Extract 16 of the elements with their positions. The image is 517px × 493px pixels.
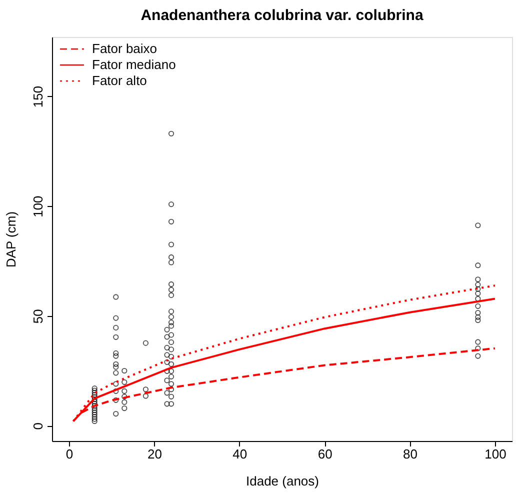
legend-label: Fator mediano bbox=[92, 57, 176, 72]
x-tick-label: 0 bbox=[66, 446, 74, 462]
y-tick-label: 50 bbox=[30, 309, 46, 324]
x-tick-label: 20 bbox=[147, 446, 162, 462]
x-tick-label: 80 bbox=[403, 446, 418, 462]
x-tick-label: 60 bbox=[318, 446, 332, 462]
x-tick-label: 100 bbox=[484, 446, 506, 462]
legend-label: Fator alto bbox=[92, 73, 147, 88]
y-tick-label: 100 bbox=[30, 196, 46, 218]
y-tick-label: 0 bbox=[30, 422, 46, 430]
chart-title: Anadenanthera colubrina var. colubrina bbox=[140, 7, 424, 24]
y-axis-title: DAP (cm) bbox=[4, 211, 18, 268]
x-tick-label: 40 bbox=[232, 446, 248, 462]
y-tick-label: 150 bbox=[30, 86, 46, 108]
x-axis-title: Idade (anos) bbox=[246, 474, 319, 488]
legend-label: Fator baixo bbox=[92, 41, 158, 56]
